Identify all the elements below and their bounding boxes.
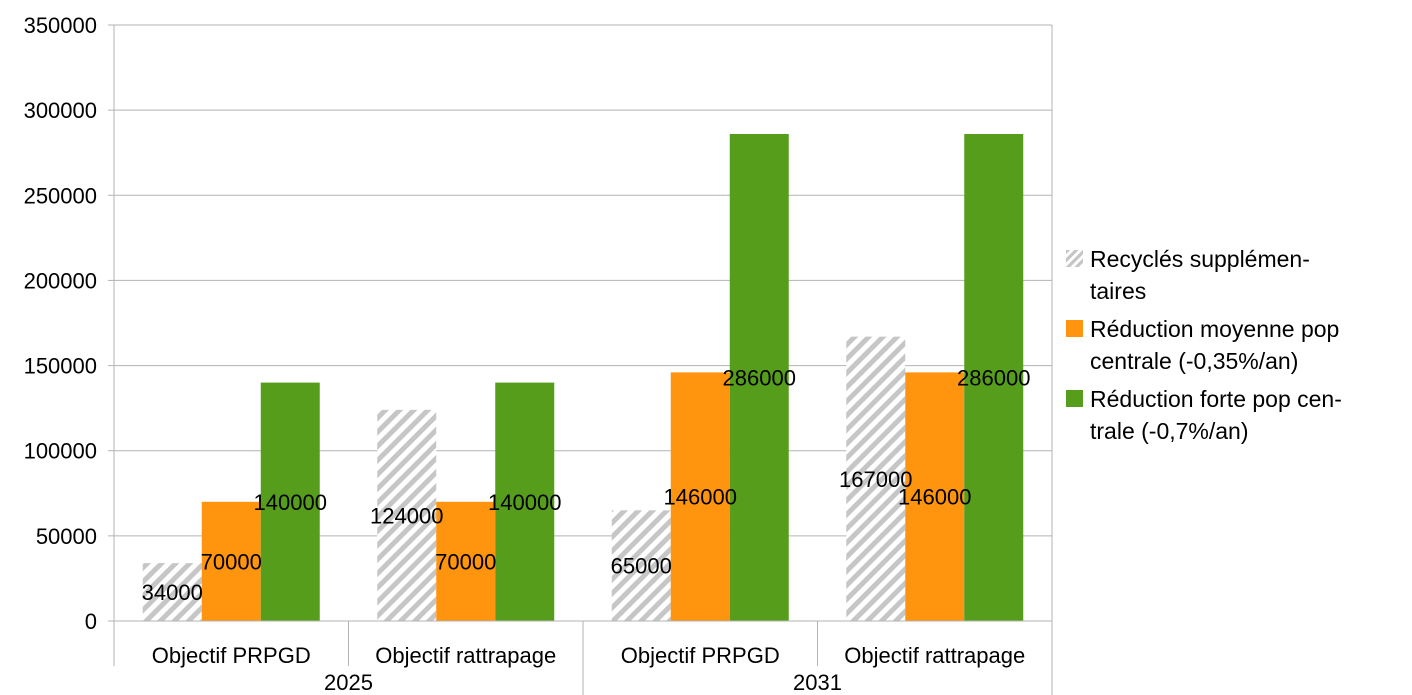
legend-swatch	[1066, 250, 1083, 267]
category-label: Objectif PRPGD	[152, 643, 311, 668]
legend-item: Réduction forte pop cen-trale (-0,7%/an)	[1066, 383, 1406, 447]
legend: Recyclés supplémen-taires Réduction moyen…	[1066, 243, 1406, 453]
y-tick-label: 300000	[24, 98, 97, 123]
data-label: 140000	[488, 490, 561, 515]
y-tick-label: 200000	[24, 268, 97, 293]
legend-item: Réduction moyenne pop centrale (-0,35%/an…	[1066, 313, 1406, 377]
data-label: 140000	[254, 490, 327, 515]
bar-1	[377, 409, 437, 621]
data-label: 65000	[611, 554, 672, 579]
legend-label: Réduction moyenne pop	[1090, 316, 1340, 342]
bar-1	[611, 510, 671, 621]
y-tick-label: 100000	[24, 439, 97, 464]
y-tick-label: 150000	[24, 354, 97, 379]
bar-1	[846, 336, 906, 621]
data-label: 167000	[839, 467, 912, 492]
category-label: Objectif rattrapage	[844, 643, 1025, 668]
bar-3	[495, 382, 555, 621]
legend-label: Réduction forte pop cen-	[1090, 386, 1342, 412]
data-label: 70000	[435, 549, 496, 574]
bar-3	[964, 133, 1024, 622]
category-label: Objectif PRPGD	[621, 643, 780, 668]
category-label: Objectif rattrapage	[375, 643, 556, 668]
data-label: 286000	[957, 365, 1030, 390]
legend-swatch	[1066, 320, 1083, 337]
y-tick-label: 50000	[36, 524, 97, 549]
legend-label: centrale (-0,35%/an)	[1090, 348, 1299, 374]
legend-swatch	[1066, 390, 1083, 407]
group-label: 2025	[324, 670, 373, 695]
y-tick-label: 250000	[24, 183, 97, 208]
bar-2	[201, 501, 261, 621]
bar-2	[436, 501, 496, 621]
legend-label: trale (-0,7%/an)	[1090, 418, 1249, 444]
group-label: 2031	[793, 670, 842, 695]
data-label: 124000	[370, 503, 443, 528]
bar-1	[142, 563, 202, 621]
legend-label: taires	[1090, 278, 1147, 304]
y-tick-label: 0	[85, 609, 97, 634]
bar-3	[260, 382, 320, 621]
data-label: 70000	[201, 549, 262, 574]
data-label: 146000	[664, 485, 737, 510]
y-tick-label: 350000	[24, 13, 97, 38]
legend-item: Recyclés supplémen-taires	[1066, 243, 1406, 307]
data-label: 146000	[898, 485, 971, 510]
data-label: 34000	[142, 580, 203, 605]
bar-2	[670, 372, 730, 621]
bar-3	[729, 133, 789, 622]
bar-2	[905, 372, 965, 621]
data-label: 286000	[723, 365, 796, 390]
legend-label: Recyclés supplémen-	[1090, 246, 1310, 272]
